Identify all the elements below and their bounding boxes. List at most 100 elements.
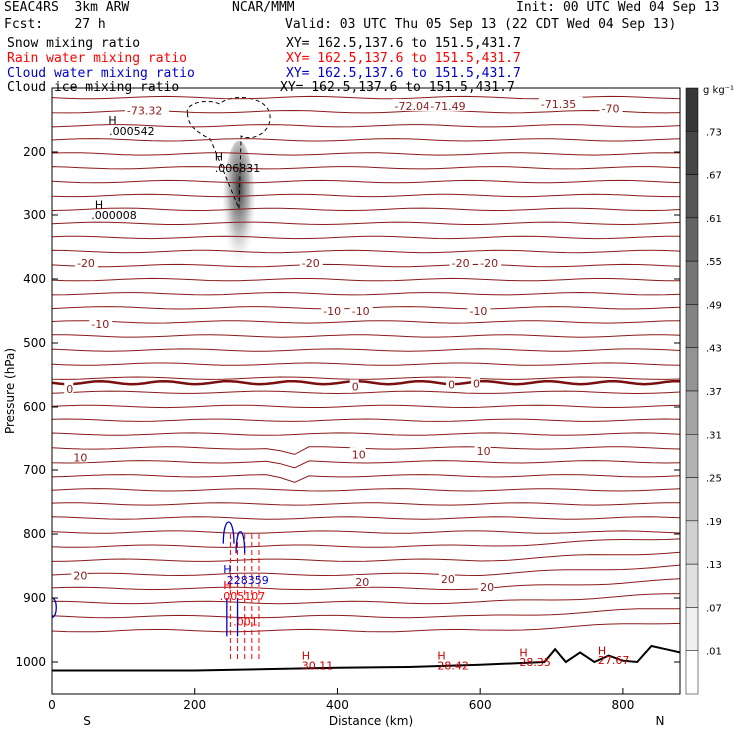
temperature-label-bg bbox=[474, 444, 491, 457]
max-annotation: H bbox=[302, 650, 310, 663]
y-tick-label: 300 bbox=[23, 208, 46, 222]
max-annotation: H bbox=[108, 114, 116, 127]
max-annotation: .228359 bbox=[223, 574, 268, 587]
temperature-contour bbox=[52, 564, 680, 577]
temperature-label-bg bbox=[124, 103, 169, 116]
cloud-ice-contour bbox=[186, 97, 271, 209]
cloud-water-contour-edge bbox=[52, 597, 57, 618]
y-tick-label: 900 bbox=[23, 591, 46, 605]
field-xy-cloud-water: XY= 162.5,137.6 to 151.5,431.7 bbox=[286, 66, 521, 81]
max-annotation: H bbox=[598, 644, 606, 657]
forecast-hour: Fcst: 27 h bbox=[4, 17, 106, 32]
max-annotation: H bbox=[223, 563, 231, 576]
init-time: Init: 00 UTC Wed 04 Sep 13 bbox=[516, 0, 720, 15]
freezing-level-contour bbox=[52, 379, 680, 386]
temperature-contour bbox=[52, 418, 680, 422]
cloud-water-contour bbox=[222, 521, 246, 637]
temperature-contour bbox=[52, 608, 680, 619]
temperature-contour bbox=[52, 221, 680, 226]
y-tick-label: 200 bbox=[23, 145, 46, 159]
temperature-label-bg bbox=[353, 575, 370, 587]
colorbar-tick-label: .01 bbox=[706, 647, 722, 658]
max-annotation: 28.42 bbox=[437, 660, 469, 673]
colorbar-swatch bbox=[685, 347, 699, 392]
colorbar-tick-label: .55 bbox=[706, 257, 722, 268]
temperature-label: 20 bbox=[355, 576, 369, 589]
max-annotation: H bbox=[437, 650, 445, 663]
temperature-contour bbox=[52, 362, 680, 366]
temperature-contour bbox=[52, 460, 680, 469]
temperature-label-bg bbox=[89, 316, 113, 329]
temperature-label-bg bbox=[392, 98, 437, 111]
temperature-label: -72.04 bbox=[395, 100, 430, 113]
temperature-label: -20 bbox=[302, 257, 320, 270]
temperature-label: -10 bbox=[91, 318, 109, 331]
temperature-label-bg bbox=[538, 97, 583, 109]
colorbar-tick-label: .07 bbox=[706, 603, 722, 614]
colorbar-swatch bbox=[685, 217, 699, 262]
temperature-contour bbox=[52, 530, 680, 534]
temperature-label: -10 bbox=[469, 305, 487, 318]
temperature-label-bg bbox=[71, 450, 88, 463]
colorbar-tick-label: .43 bbox=[706, 344, 722, 355]
temperature-contour bbox=[52, 249, 680, 254]
colorbar-swatch bbox=[685, 87, 699, 132]
temperature-label: 0 bbox=[352, 381, 359, 394]
temperature-contour bbox=[52, 404, 680, 409]
temperature-label-bg bbox=[467, 304, 491, 316]
colorbar-swatch bbox=[685, 434, 699, 478]
temperature-contour bbox=[52, 235, 680, 240]
valid-time: Valid: 03 UTC Thu 05 Sep 13 (22 CDT Wed … bbox=[285, 17, 677, 32]
temperature-contour bbox=[52, 207, 680, 212]
temperature-label-bg bbox=[321, 304, 345, 316]
temperature-contour bbox=[52, 166, 680, 170]
temperature-contour bbox=[52, 593, 680, 605]
temperature-label-bg bbox=[478, 580, 495, 593]
temperature-label: -70 bbox=[602, 102, 620, 115]
temperature-label: 20 bbox=[73, 570, 87, 583]
temperature-label: -71.49 bbox=[430, 100, 465, 113]
max-annotation: .001 bbox=[233, 616, 258, 629]
temperature-contour bbox=[52, 538, 680, 548]
colorbar-tick-label: .61 bbox=[706, 214, 722, 225]
colorbar-tick-label: .49 bbox=[706, 300, 722, 311]
temperature-contour bbox=[52, 502, 680, 506]
max-annotation: H bbox=[215, 150, 223, 163]
temperature-contour bbox=[52, 578, 680, 591]
temperature-label: -20 bbox=[480, 257, 498, 270]
temperature-label-bg bbox=[64, 382, 74, 395]
temperature-label: 20 bbox=[480, 581, 494, 594]
temperature-label: 10 bbox=[73, 451, 87, 464]
x-tick-label: 600 bbox=[469, 698, 492, 712]
colorbar-swatch bbox=[685, 563, 699, 608]
x-axis-label: Distance (km) bbox=[329, 714, 413, 728]
temperature-label-bg bbox=[349, 379, 359, 392]
temperature-contour bbox=[52, 622, 680, 633]
colorbar-tick-label: .31 bbox=[706, 430, 722, 441]
temperature-label-bg bbox=[446, 377, 456, 390]
field-label-cloud-water: Cloud water mixing ratio bbox=[7, 66, 195, 81]
x-end-label-south: S bbox=[83, 714, 91, 728]
x-tick-label: 0 bbox=[48, 698, 56, 712]
temperature-label: 0 bbox=[66, 383, 73, 396]
temperature-label-bg bbox=[74, 256, 98, 268]
colorbar-tick-label: .25 bbox=[706, 474, 722, 485]
plot-frame bbox=[51, 87, 681, 695]
temperature-label: -20 bbox=[77, 257, 95, 270]
colorbar-swatch bbox=[685, 390, 699, 435]
colorbar-tick-label: .37 bbox=[706, 387, 722, 398]
temperature-label: 0 bbox=[448, 379, 455, 392]
temperature-contour bbox=[52, 124, 680, 128]
max-annotation: .000542 bbox=[109, 125, 155, 138]
temperature-contour bbox=[52, 291, 680, 296]
temperature-contour bbox=[52, 432, 680, 436]
max-annotation: .005107 bbox=[220, 590, 265, 603]
max-annotation: .006831 bbox=[215, 162, 261, 175]
x-tick-label: 200 bbox=[183, 698, 206, 712]
colorbar-tick-label: .67 bbox=[706, 171, 722, 182]
temperature-label: -10 bbox=[323, 305, 341, 318]
temperature-label: 10 bbox=[352, 448, 366, 461]
temperature-contour bbox=[52, 446, 680, 455]
temperature-label: 10 bbox=[477, 445, 491, 458]
